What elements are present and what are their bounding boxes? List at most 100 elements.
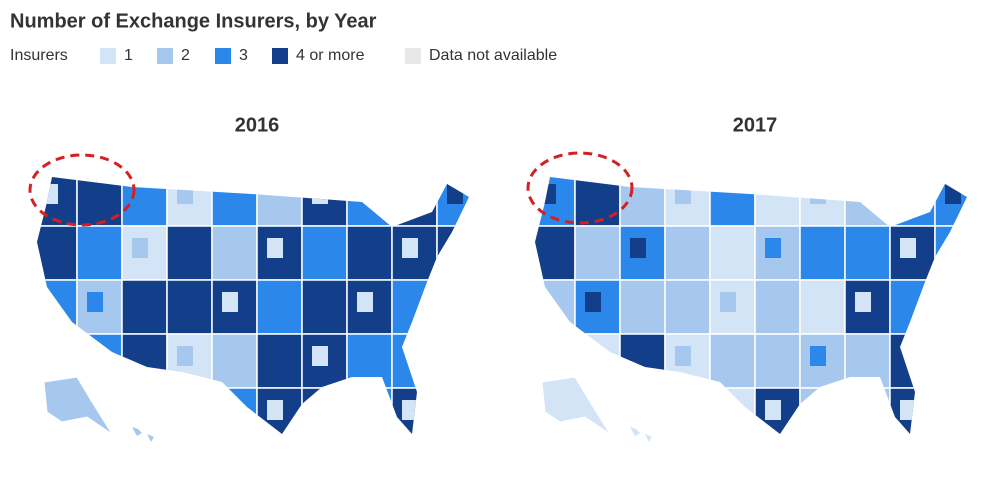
county-region [585,292,601,312]
state-region [934,387,967,434]
county-region [42,184,58,204]
state-region [76,333,123,389]
highlight-ellipse [526,151,634,225]
state-region [121,279,168,335]
state-region [574,225,621,281]
state-region [709,333,756,389]
states [37,177,469,434]
state-region [37,279,78,335]
legend-swatch [100,48,116,64]
state-region [664,225,711,281]
state-region [346,279,393,335]
hawaii [630,427,652,442]
state-region [121,177,168,227]
county-region [447,184,463,204]
state-region [799,279,846,335]
county-region [630,400,646,420]
state-region [346,333,393,389]
state-region [844,225,891,281]
state-region [709,387,756,434]
state-region [436,225,469,281]
title: Number of Exchange Insurers, by Year [10,10,377,32]
county-region [675,184,691,204]
states [535,177,967,434]
state-region [166,225,213,281]
legend-swatch [272,48,288,64]
county-region [810,346,826,366]
state-region [889,177,936,227]
county-region [765,238,781,258]
legend-item-label: 4 or more [296,47,365,64]
state-region [799,177,846,227]
legend-label: Insurers [10,47,68,64]
state-region [166,387,213,434]
state-region [844,333,891,389]
state-region [346,387,393,434]
state-region [709,177,756,227]
state-region [844,387,891,434]
county-region [630,238,646,258]
state-region [619,333,666,389]
legend-swatch [157,48,173,64]
alaska [541,376,611,435]
county-region [222,292,238,312]
legend-swatch [405,48,421,64]
county-region [675,346,691,366]
state-region [754,177,801,227]
state-region [619,177,666,227]
state-region [391,279,438,335]
state-region [256,279,303,335]
county-region [900,400,916,420]
state-region [436,279,469,335]
state-region [121,333,168,389]
state-region [889,279,936,335]
state-region [934,225,967,281]
state-region [934,333,967,389]
county-region [42,346,58,366]
county-region [357,292,373,312]
state-region [211,387,258,434]
state-region [211,177,258,227]
state-region [664,279,711,335]
map-title: 2016 [235,114,280,136]
state-region [256,333,303,389]
legend-item-label: Data not available [429,47,557,64]
state-region [391,333,438,389]
legend-item-label: 2 [181,47,190,64]
county-region [810,184,826,204]
state-region [754,333,801,389]
state-region [664,387,711,434]
state-region [619,279,666,335]
county-region [312,346,328,366]
state-region [301,177,348,227]
state-region [211,279,258,335]
state-region [889,333,936,389]
state-region [436,387,469,434]
county-region [447,346,463,366]
state-region [166,279,213,335]
county-region [945,346,961,366]
highlight-ellipse [28,153,136,227]
state-region [844,177,891,227]
alaska [43,376,113,435]
legend: 1 2 3 4 or more Data not available [100,47,557,64]
state-region [391,387,438,434]
state-region [436,333,469,389]
state-region [535,225,576,281]
state-region [574,333,621,389]
map-2017 [535,177,967,442]
state-region [301,387,348,434]
state-region [889,387,936,434]
county-region [177,346,193,366]
state-region [76,225,123,281]
county-region [132,238,148,258]
state-region [301,225,348,281]
state-region [934,279,967,335]
state-region [754,279,801,335]
county-region [402,400,418,420]
county-region [540,346,556,366]
map-title: 2017 [733,114,778,136]
state-region [346,225,393,281]
county-region [945,184,961,204]
